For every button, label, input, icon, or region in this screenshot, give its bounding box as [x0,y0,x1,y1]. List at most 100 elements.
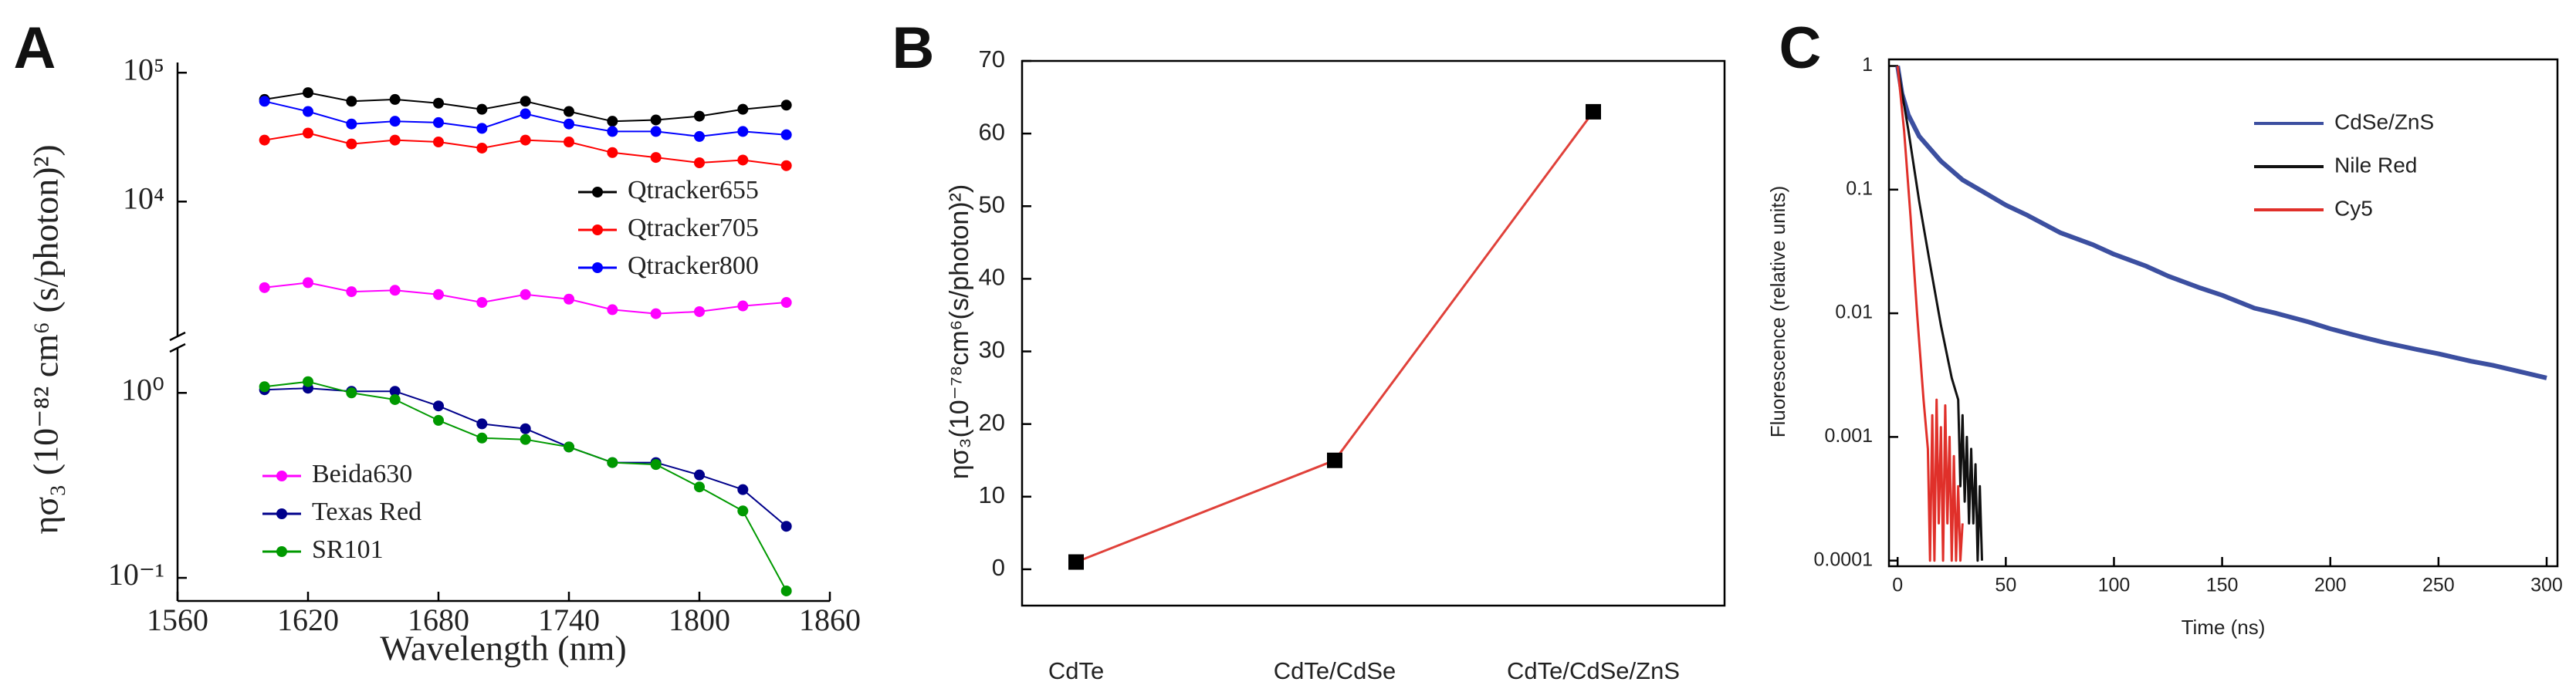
y-tick-label: 0.01 [1835,302,1873,323]
data-marker [389,285,401,296]
legend-label: SR101 [312,535,384,564]
legend-marker [276,508,287,519]
legend-label: Qtracker655 [628,176,759,204]
axis-break [169,331,186,342]
data-marker [346,387,357,399]
data-marker [737,505,749,517]
y-tick-label: 70 [979,46,1005,73]
x-tick-label: CdTe/CdSe/ZnS [1507,657,1680,684]
data-marker [694,157,705,169]
data-marker [607,116,618,127]
y-tick-label: 10⁴ [123,181,164,215]
x-tick-label: 1620 [277,603,339,637]
data-marker [650,114,662,126]
y-tick-label: 40 [979,264,1005,291]
data-marker [389,386,401,397]
axis-break [169,343,186,353]
data-marker [520,289,531,300]
data-marker [737,154,749,166]
y-axis-label: ησ₃(10⁻⁷⁸cm⁶(s/photon)²) [945,184,974,480]
x-tick-label: 300 [2530,575,2563,596]
data-marker [694,130,705,142]
data-marker [694,469,705,481]
legend-marker [276,546,287,557]
data-marker [737,484,749,495]
data-marker [564,293,574,305]
data-line [1895,66,2547,380]
data-marker [520,96,531,107]
legend-label: CdSe/ZnS [2334,110,2434,133]
data-marker [737,300,749,312]
data-marker [303,376,313,387]
data-marker [476,142,488,154]
data-marker [520,434,531,445]
data-marker [433,137,444,148]
x-tick-label: 1560 [147,603,208,637]
data-marker [389,393,401,405]
y-axis-label: ησ₃ (10⁻⁸² cm⁶ (s/photon)²) [26,144,66,534]
data-marker [259,134,270,146]
legend-marker [276,471,287,481]
y-tick-label: 50 [979,191,1005,218]
data-marker [737,103,749,115]
data-marker [259,96,270,107]
x-tick-label: 250 [2422,575,2455,596]
data-marker [780,160,792,171]
data-marker [346,118,357,130]
plot-frame [1021,59,1726,607]
data-marker [303,277,313,289]
legend-label: Nile Red [2334,153,2417,177]
data-marker [259,381,270,393]
data-line [1896,66,1983,562]
y-tick-label: 10⁻¹ [108,557,164,592]
panel-label: C [1779,15,1822,81]
data-marker [650,308,662,319]
y-tick-label: 10 [979,481,1005,508]
x-tick-label: 1740 [538,603,600,637]
x-axis-label: Wavelength (nm) [380,629,626,668]
x-tick-label: 0 [1892,575,1903,596]
legend-label: Cy5 [2334,196,2373,220]
data-marker [694,110,705,122]
data-marker [650,152,662,164]
data-marker [520,423,531,434]
x-tick-label: CdTe/CdSe [1274,657,1396,684]
data-marker [607,126,618,137]
data-marker [564,441,574,453]
legend-marker [592,187,603,197]
data-marker [303,87,313,99]
data-marker [389,93,401,105]
panel-label: A [14,15,56,81]
x-tick-label: 200 [2314,575,2347,596]
data-marker [346,138,357,150]
x-axis-label: Time (ns) [2182,616,2266,639]
data-marker [1068,554,1084,570]
data-marker [433,414,444,426]
data-marker [259,282,270,293]
y-tick-label: 20 [979,409,1005,436]
data-marker [303,127,313,139]
data-marker [346,286,357,298]
x-tick-label: 50 [1995,575,2016,596]
x-tick-label: 150 [2206,575,2239,596]
data-marker [564,106,574,117]
y-tick-label: 0 [992,554,1005,581]
legend-marker [592,262,603,273]
data-marker [433,116,444,128]
x-tick-label: 100 [2098,575,2131,596]
data-marker [303,106,313,117]
y-tick-label: 60 [979,118,1005,145]
data-marker [389,116,401,127]
legend-label: Qtracker800 [628,251,759,280]
data-marker [780,100,792,111]
data-marker [520,134,531,146]
data-marker [607,304,618,316]
legend-marker [592,224,603,235]
panel-label: B [892,15,935,81]
data-marker [694,305,705,317]
data-marker [1586,103,1601,120]
data-marker [780,297,792,309]
x-tick-label: 1860 [799,603,861,637]
legend-label: Texas Red [312,498,421,526]
